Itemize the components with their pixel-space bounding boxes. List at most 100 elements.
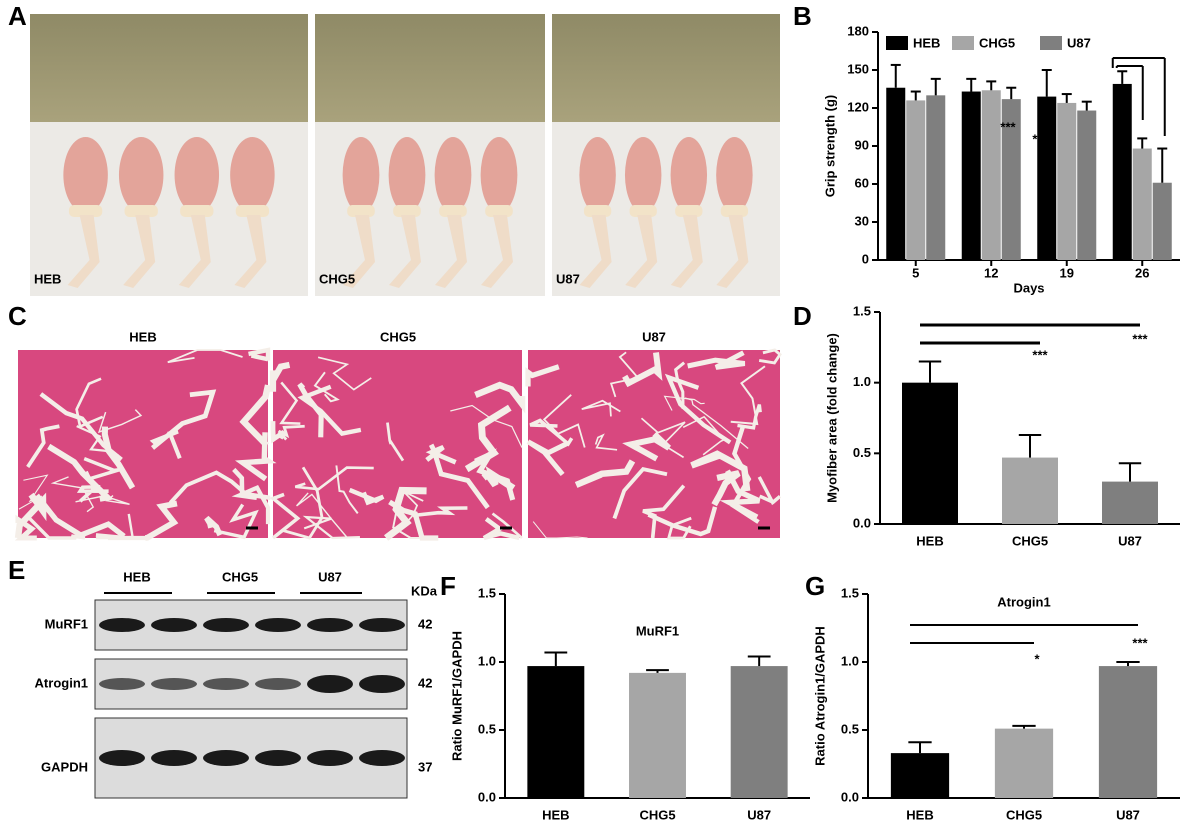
- y-tick-label: 1.5: [478, 585, 496, 600]
- y-tick-label: 1.0: [841, 653, 859, 668]
- bar: [1132, 148, 1152, 260]
- panel-letter: F: [440, 571, 456, 601]
- band: [347, 205, 375, 217]
- band: [180, 205, 214, 217]
- fiber-gap: [719, 469, 761, 520]
- muscle: [716, 137, 753, 213]
- leg: [234, 215, 267, 288]
- fiber-gap: [101, 426, 136, 490]
- western-blot: [94, 599, 408, 799]
- x-tick-label: 19: [1060, 265, 1074, 280]
- fiber-gap: [758, 348, 782, 365]
- panel-letter: A: [8, 1, 27, 31]
- bar: [886, 87, 906, 260]
- blot-group: HEB: [123, 569, 150, 584]
- legend-swatch: [1040, 36, 1062, 50]
- leg: [625, 215, 658, 288]
- y-tick-label: 0.0: [841, 789, 859, 804]
- panel-letter: D: [793, 301, 812, 331]
- photo-label: U87: [642, 329, 666, 344]
- fiber-gap: [302, 515, 360, 540]
- fiber-gap: [231, 484, 271, 525]
- bar: [906, 100, 926, 261]
- muscle: [434, 137, 472, 213]
- significance: ***: [1132, 635, 1148, 650]
- y-tick-label: 30: [855, 213, 869, 228]
- blot-band: [203, 678, 249, 690]
- bar: [890, 753, 950, 798]
- blot-unit: KDa: [411, 583, 438, 598]
- fiber-gap: [482, 517, 520, 541]
- blot-group: U87: [318, 569, 342, 584]
- fiber-gap: [150, 389, 217, 450]
- fiber-gap: [594, 433, 618, 451]
- leg: [716, 215, 749, 288]
- blot-group: CHG5: [222, 569, 258, 584]
- fiber-gap: [47, 443, 114, 502]
- fiber-gap: [269, 361, 291, 392]
- fiber-gap: [313, 371, 340, 403]
- leg: [579, 215, 612, 288]
- fiber-gap: [317, 356, 372, 391]
- fiber-gap: [149, 429, 182, 460]
- y-tick-label: 0.0: [478, 789, 496, 804]
- blot-band: [255, 678, 301, 690]
- bar: [1037, 96, 1057, 260]
- blot-band: [99, 750, 145, 766]
- leg: [67, 215, 100, 288]
- muscle: [230, 137, 275, 213]
- x-tick-label: U87: [747, 807, 771, 822]
- band: [68, 205, 103, 217]
- significance: ***: [1132, 331, 1148, 346]
- bar: [1057, 102, 1077, 260]
- panel-letter: C: [8, 301, 27, 331]
- band: [439, 205, 467, 217]
- bar: [1077, 110, 1097, 261]
- y-tick-label: 120: [847, 99, 869, 114]
- fiber-gap: [167, 349, 243, 364]
- chart-title: Atrogin1: [997, 594, 1050, 609]
- leg: [123, 215, 156, 288]
- fiber-gap: [690, 450, 751, 492]
- y-tick-label: 150: [847, 61, 869, 76]
- fiber-gap: [248, 347, 271, 362]
- fiber-gap: [581, 399, 621, 417]
- protein-size: 42: [418, 616, 432, 631]
- fiber-gap: [335, 465, 359, 514]
- panel-letter: E: [8, 555, 25, 585]
- y-tick-label: 90: [855, 137, 869, 152]
- photo-label: CHG5: [319, 271, 355, 286]
- blot-strip: [94, 658, 408, 710]
- significance: *: [1034, 651, 1040, 666]
- x-tick-label: HEB: [542, 807, 569, 822]
- y-tick-label: 180: [847, 23, 869, 38]
- fiber-gap: [50, 476, 95, 513]
- fiber-gap: [642, 484, 686, 539]
- fiber-gap: [428, 443, 490, 510]
- fiber-gap: [574, 459, 636, 488]
- blot-band: [151, 678, 197, 690]
- x-tick-label: 12: [984, 265, 998, 280]
- fiber-gap: [294, 466, 374, 491]
- fiber-gap: [386, 422, 405, 462]
- blot-band: [359, 675, 405, 693]
- y-tick-label: 60: [855, 175, 869, 190]
- photo-label: U87: [556, 271, 580, 286]
- band: [393, 205, 421, 217]
- blot-band: [99, 618, 145, 632]
- fiber-gap: [612, 466, 668, 520]
- fiber-gap: [622, 431, 671, 462]
- fiber-gap: [281, 466, 324, 540]
- protein-size: 42: [418, 675, 432, 690]
- muscle: [670, 137, 708, 213]
- muscle: [388, 137, 426, 213]
- significance: ***: [1000, 119, 1016, 134]
- fiber-gap: [757, 476, 782, 506]
- blot-band: [255, 750, 301, 766]
- fiber-gap: [674, 361, 686, 409]
- bar: [730, 666, 788, 798]
- legend-label: HEB: [913, 35, 940, 50]
- fiber-gap: [491, 512, 523, 540]
- fiber-gap: [647, 506, 718, 537]
